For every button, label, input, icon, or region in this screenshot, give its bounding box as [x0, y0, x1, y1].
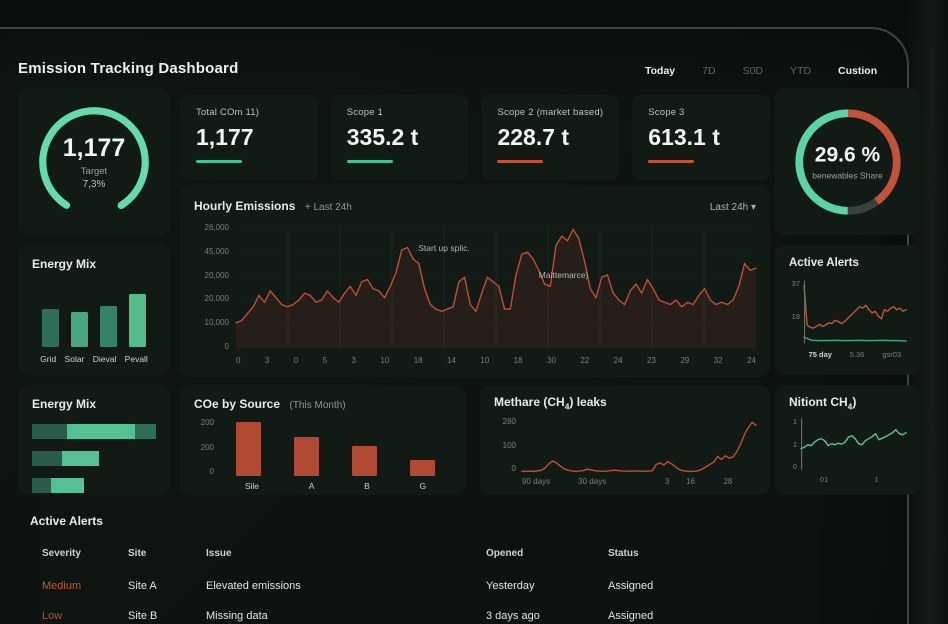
hourly-title: Hourly Emissions [194, 199, 296, 213]
target-gauge-sublabel: 7,3% [82, 178, 106, 190]
energy-mix-bottom-title: Energy Mix [32, 397, 97, 411]
kpi-value: 613.1 t [648, 124, 720, 150]
col-severity: Severity [42, 547, 81, 559]
methane-plot [522, 417, 756, 473]
active-alerts-mini-card: Active Alerts 37 18 75 day 5.36 gsr03 [775, 245, 920, 375]
co2-by-source-card: COe by Source (This Month) 200 200 0 Sile A… [180, 385, 465, 495]
share-gauge-card: 29.6 % benewables Share [775, 88, 920, 235]
target-gauge-ring [32, 100, 156, 223]
share-gauge-ring [789, 100, 906, 223]
alerts-table-header: Severity Site Issue Opened Status [42, 542, 770, 564]
alerts-mini-title: Active Alerts [789, 257, 859, 269]
issue-cell: Elevated emissions [206, 580, 301, 592]
alerts-table: Severity Site Issue Opened Status Medium… [42, 542, 770, 624]
site-cell: Site B [128, 610, 158, 622]
target-gauge-center: 1,177 Target 7,3% [32, 134, 156, 190]
kpi-label: Scope 1 [346, 107, 383, 118]
status-cell: Assigned [608, 580, 654, 592]
target-gauge-value: 1,177 [62, 133, 126, 162]
col-opened: Opened [486, 547, 524, 559]
energy-mix-top-card: Energy Mix Grid Solar Dieval Pevall [18, 245, 170, 375]
alerts-mini-y-labels: 37 18 [791, 279, 800, 321]
kpi-card-scope2: Scope 2 (market based) 228.7 t [481, 95, 620, 180]
alerts-table-title: Active Alerts [30, 514, 103, 528]
alert-row-1[interactable]: Medium Site A Elevated emissions Yesterd… [42, 571, 770, 601]
kpi-value: 1,177 [196, 124, 254, 150]
opened-cell: 3 days ago [486, 610, 540, 622]
range-button-ytd[interactable]: YTD [790, 65, 812, 77]
hourly-y-axis-labels: 26,000 45,000 20,000 20,000 10,000 0 [204, 223, 229, 351]
energy-mix-bottom-card: Energy Mix [18, 385, 170, 495]
kpi-label: Scope 3 [648, 107, 685, 118]
methane-title: Methare (CH4) leaks [494, 395, 607, 412]
kpi-card-total-co2: Total COm 11) 1,177 [180, 95, 318, 180]
alerts-mini-x-labels: 75 day 5.36 gsr03 [808, 350, 902, 359]
share-gauge-value: 29.6 % [814, 143, 881, 166]
kpi-accent-underline [346, 160, 393, 163]
severity-badge: Low [42, 610, 63, 622]
kpi-accent-underline [196, 160, 242, 163]
energy-mix-stacked-bars [32, 424, 156, 493]
hourly-emissions-card: Hourly Emissions + Last 24h Last 24h ▾ 2… [180, 185, 770, 377]
target-gauge-card: 1,177 Target 7,3% [18, 88, 170, 235]
status-cell: Assigned [608, 610, 654, 622]
share-gauge-center: 29.6 % benewables Share [789, 143, 906, 180]
hourly-x-axis-labels: 0 3 0 5 3 10 18 14 10 18 30 22 24 23 29 32 24 [236, 356, 756, 365]
co2-source-y-labels: 200 200 0 [200, 418, 214, 476]
energy-mix-top-title: Energy Mix [32, 257, 97, 271]
severity-badge: Medium [42, 580, 82, 592]
page-title: Emission Tracking Dashboard [18, 60, 239, 77]
alert-row-2[interactable]: Low Site B Missing data 3 days ago Assig… [42, 601, 770, 624]
nitiont-x-labels: 01 1 [819, 475, 879, 485]
site-cell: Site A [128, 580, 157, 592]
date-range-buttons: Today 7D S0D YTD Custion [645, 65, 877, 77]
col-issue: Issue [206, 547, 232, 559]
range-button-7d[interactable]: 7D [702, 65, 716, 77]
energy-mix-bars [32, 285, 156, 347]
methane-x-labels: 90 days 30 days 3 16 28 [522, 477, 733, 487]
nitiont-plot [801, 417, 906, 471]
kpi-row: Total COm 11) 1,177 Scope 1 335.2 t Scop… [180, 95, 770, 180]
co2-source-title: COe by Source [194, 397, 281, 411]
kpi-value: 335.2 t [346, 124, 419, 150]
opened-cell: Yesterday [486, 580, 535, 592]
col-site: Site [128, 547, 147, 559]
co2-source-bar-labels: Sile A B G [244, 481, 427, 491]
methane-leaks-card: Methare (CH4) leaks 280 100 0 90 days 30 da… [480, 385, 770, 495]
col-status: Status [608, 547, 639, 559]
kpi-label: Scope 2 (market based) [497, 107, 604, 118]
range-button-custom[interactable]: Custion [838, 65, 878, 77]
range-button-30d[interactable]: S0D [742, 65, 764, 77]
share-gauge-label: benewables Share [812, 170, 883, 180]
alerts-mini-plot [804, 279, 906, 345]
issue-cell: Missing data [206, 610, 268, 622]
kpi-card-scope1: Scope 1 335.2 t [330, 95, 469, 180]
hourly-range-dropdown[interactable]: Last 24h ▾ [709, 202, 756, 213]
methane-y-labels: 280 100 0 [502, 417, 516, 474]
target-gauge-label: Target [80, 165, 108, 177]
energy-mix-bar-labels: Grid Solar Dieval Pevall [40, 354, 148, 364]
kpi-card-scope3: Scope 3 613.1 t [632, 95, 770, 180]
kpi-label: Total COm 11) [196, 107, 260, 118]
co2-source-bars [220, 418, 451, 476]
kpi-accent-underline [497, 160, 544, 163]
range-button-today[interactable]: Today [645, 65, 676, 77]
kpi-value: 228.7 t [497, 124, 570, 150]
co2-source-subtitle: (This Month) [289, 400, 346, 411]
nitiont-title: Nitiont CH4) [789, 395, 857, 412]
hourly-subtitle: + Last 24h [304, 202, 352, 213]
kpi-accent-underline [648, 160, 695, 163]
hourly-emissions-plot: Start up splic. Maittemarce) [236, 223, 756, 351]
